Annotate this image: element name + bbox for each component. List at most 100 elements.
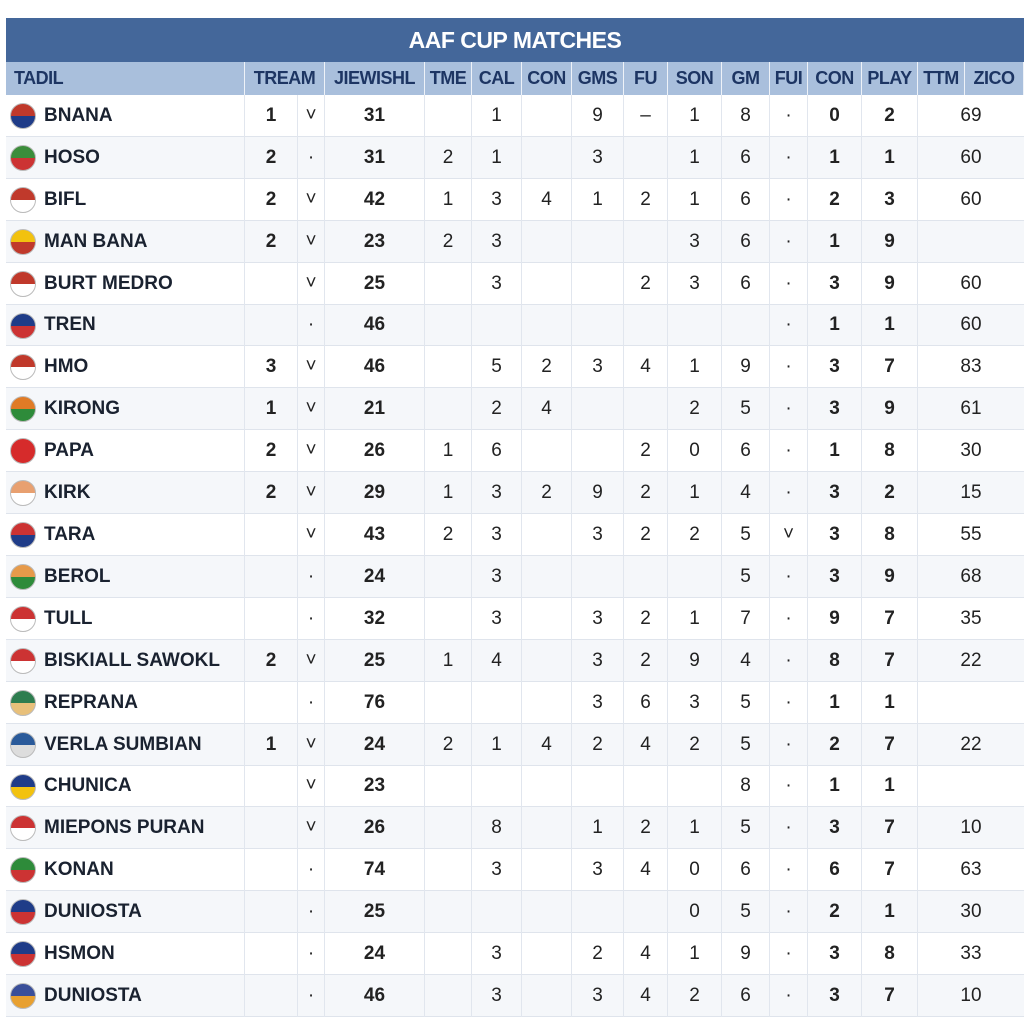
flag-icon: [10, 480, 36, 507]
table-row: [6, 849, 1024, 892]
table-cell: 3: [472, 556, 522, 598]
table-cell: 9: [862, 220, 918, 263]
table-cell: 3: [808, 346, 862, 389]
team-name: HMO: [6, 346, 245, 389]
team-name: KIRONG: [6, 388, 245, 431]
table-cell: [425, 681, 472, 724]
table-cell: 1: [472, 723, 522, 766]
table-cell: [522, 891, 572, 934]
table-cell: [425, 849, 472, 892]
table-row: [6, 388, 1024, 431]
flag-icon: [10, 522, 36, 549]
table-cell: [522, 933, 572, 976]
table-cell: 3: [472, 933, 522, 976]
table-cell: ·: [770, 472, 808, 515]
table-cell: 1: [668, 136, 722, 179]
table-cell: 30: [960, 901, 982, 923]
table-cell: 4: [624, 975, 668, 1017]
flag-icon: [10, 270, 36, 297]
table-cell: 60: [960, 188, 982, 210]
table-cell: [425, 262, 472, 305]
flag-icon: [10, 731, 36, 758]
team-name: PAPA: [6, 430, 245, 473]
table-cell: 1: [425, 178, 472, 221]
team-name: DUNIOSTA: [6, 975, 245, 1017]
table-cell: 3: [668, 220, 722, 263]
table-cell: 2: [245, 136, 298, 179]
table-cell: 3: [572, 849, 624, 892]
table-cell: 5: [722, 514, 770, 556]
table-cell: 9: [862, 556, 918, 598]
table-cell: 2: [862, 472, 918, 515]
table-cell: 6: [722, 220, 770, 263]
table-cell: 1: [572, 807, 624, 850]
team-name: BISKIALL SAWOKL: [6, 639, 245, 682]
table-cell: 42: [325, 178, 425, 221]
table-cell: 1: [245, 388, 298, 431]
table-cell: [572, 430, 624, 473]
table-cell: 25: [325, 262, 425, 305]
table-cell: ·: [770, 178, 808, 221]
table-cell: 2: [624, 807, 668, 850]
header-cell: GM: [722, 62, 770, 95]
table-cell: ˅: [298, 178, 325, 221]
flag-icon: [10, 899, 36, 926]
table-cell: [245, 807, 298, 850]
table-cell: ˅: [770, 514, 808, 556]
table-cell: 6: [722, 262, 770, 305]
table-cell: 32: [325, 597, 425, 640]
table-cell: [572, 556, 624, 598]
table-cell: [572, 304, 624, 347]
table-cell: [425, 933, 472, 976]
flag-icon: [10, 815, 36, 842]
table-cell: 1: [572, 178, 624, 221]
table-cell: [722, 304, 770, 347]
table-cell: 2: [808, 723, 862, 766]
table-cell: [624, 765, 668, 808]
table-cell: ·: [770, 891, 808, 934]
table-cell: [522, 849, 572, 892]
flag-icon: [10, 857, 36, 884]
team-name: HOSO: [6, 136, 245, 179]
table-cell: ·: [298, 891, 325, 934]
table-cell: ·: [770, 220, 808, 263]
table-cell: 5: [722, 388, 770, 431]
table-cell: 6: [722, 849, 770, 892]
table-cell: 76: [325, 681, 425, 724]
table-cell: [245, 304, 298, 347]
table-cell: ·: [298, 933, 325, 976]
table-cell: 2: [522, 346, 572, 389]
team-name: DUNIOSTA: [6, 891, 245, 934]
table-cell: [425, 807, 472, 850]
table-cell: [472, 681, 522, 724]
table-cell: 2: [624, 262, 668, 305]
table-cell: [425, 975, 472, 1017]
table-cell: 2: [624, 639, 668, 682]
table-cell: 0: [808, 95, 862, 137]
table-cell: 9: [722, 346, 770, 389]
table-cell: 1: [862, 136, 918, 179]
flag-icon: [10, 312, 36, 339]
table-cell: [245, 514, 298, 556]
table-cell: [425, 556, 472, 598]
table-cell: 1: [472, 95, 522, 137]
table-cell: 9: [668, 639, 722, 682]
table-row: [6, 346, 1024, 389]
table-cell: [522, 304, 572, 347]
table-cell: [472, 891, 522, 934]
table-cell: 2: [624, 514, 668, 556]
team-name: TARA: [6, 514, 245, 556]
header-cell: FU: [624, 62, 668, 95]
table-cell: 23: [325, 220, 425, 263]
table-cell: 2: [522, 472, 572, 515]
table-cell: [245, 975, 298, 1017]
table-cell: 6: [722, 178, 770, 221]
table-cell: 3: [472, 178, 522, 221]
table-cell: 9: [862, 262, 918, 305]
table-cell: 26: [325, 807, 425, 850]
table-cell: 1: [808, 681, 862, 724]
table-cell: ˅: [298, 807, 325, 850]
table-cell: ·: [770, 765, 808, 808]
table-cell: 24: [325, 723, 425, 766]
table-cell: 4: [624, 933, 668, 976]
